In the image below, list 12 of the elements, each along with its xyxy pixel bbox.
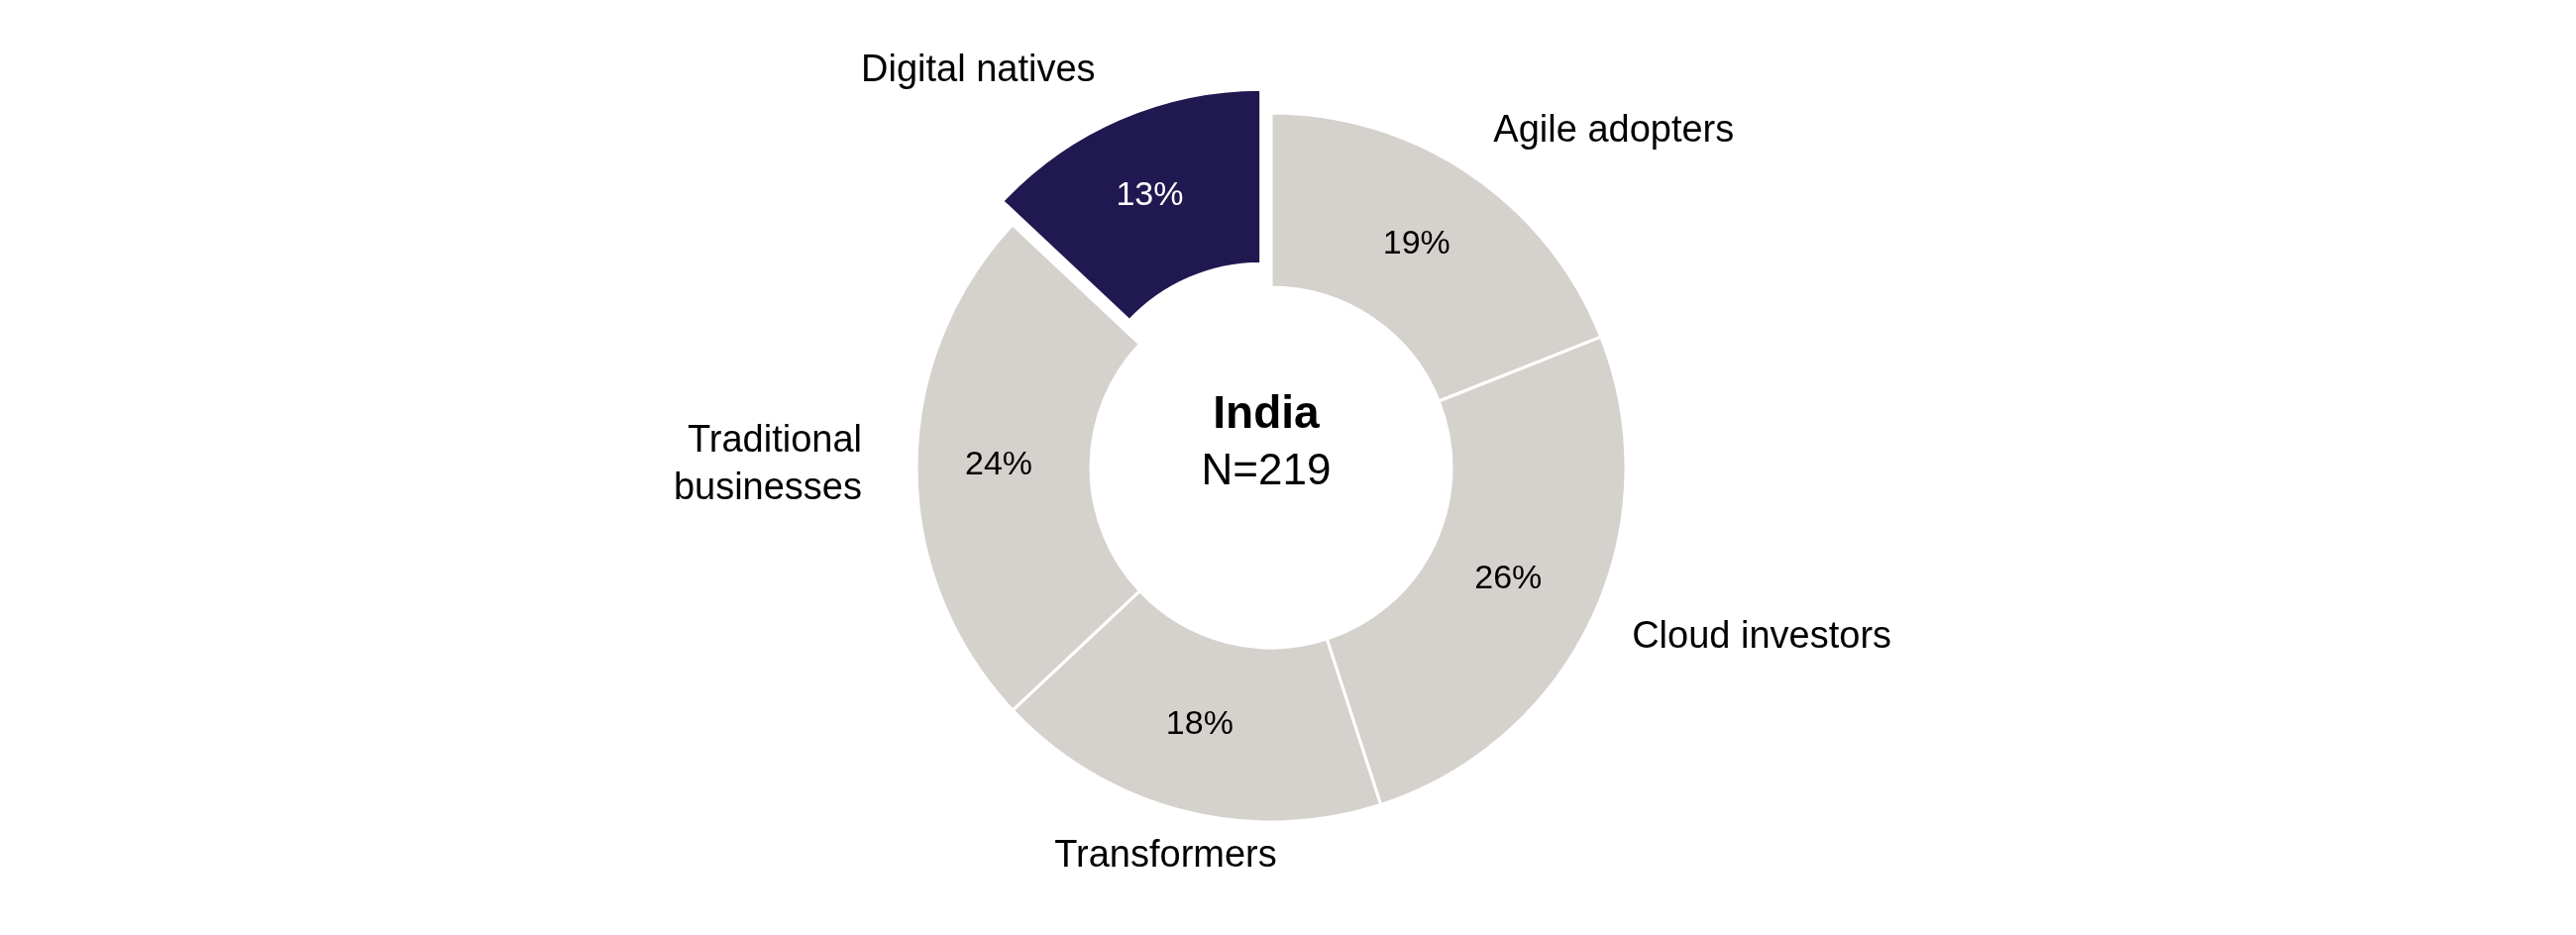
- data-label: 13%: [1116, 174, 1184, 213]
- data-label: 26%: [1474, 557, 1543, 595]
- text: India: [1212, 385, 1321, 440]
- data-label: 18%: [1165, 702, 1234, 741]
- slice-label: Traditional businesses: [673, 418, 862, 507]
- data-label: 24%: [964, 444, 1033, 481]
- slice-label: Digital natives: [861, 47, 1096, 89]
- slice-label: Cloud investors: [1632, 613, 1892, 656]
- data-label: 19%: [1382, 222, 1450, 260]
- slice-label: Agile adopters: [1493, 107, 1735, 150]
- text: N=219: [1200, 444, 1333, 495]
- slice-label: Transformers: [1054, 833, 1277, 876]
